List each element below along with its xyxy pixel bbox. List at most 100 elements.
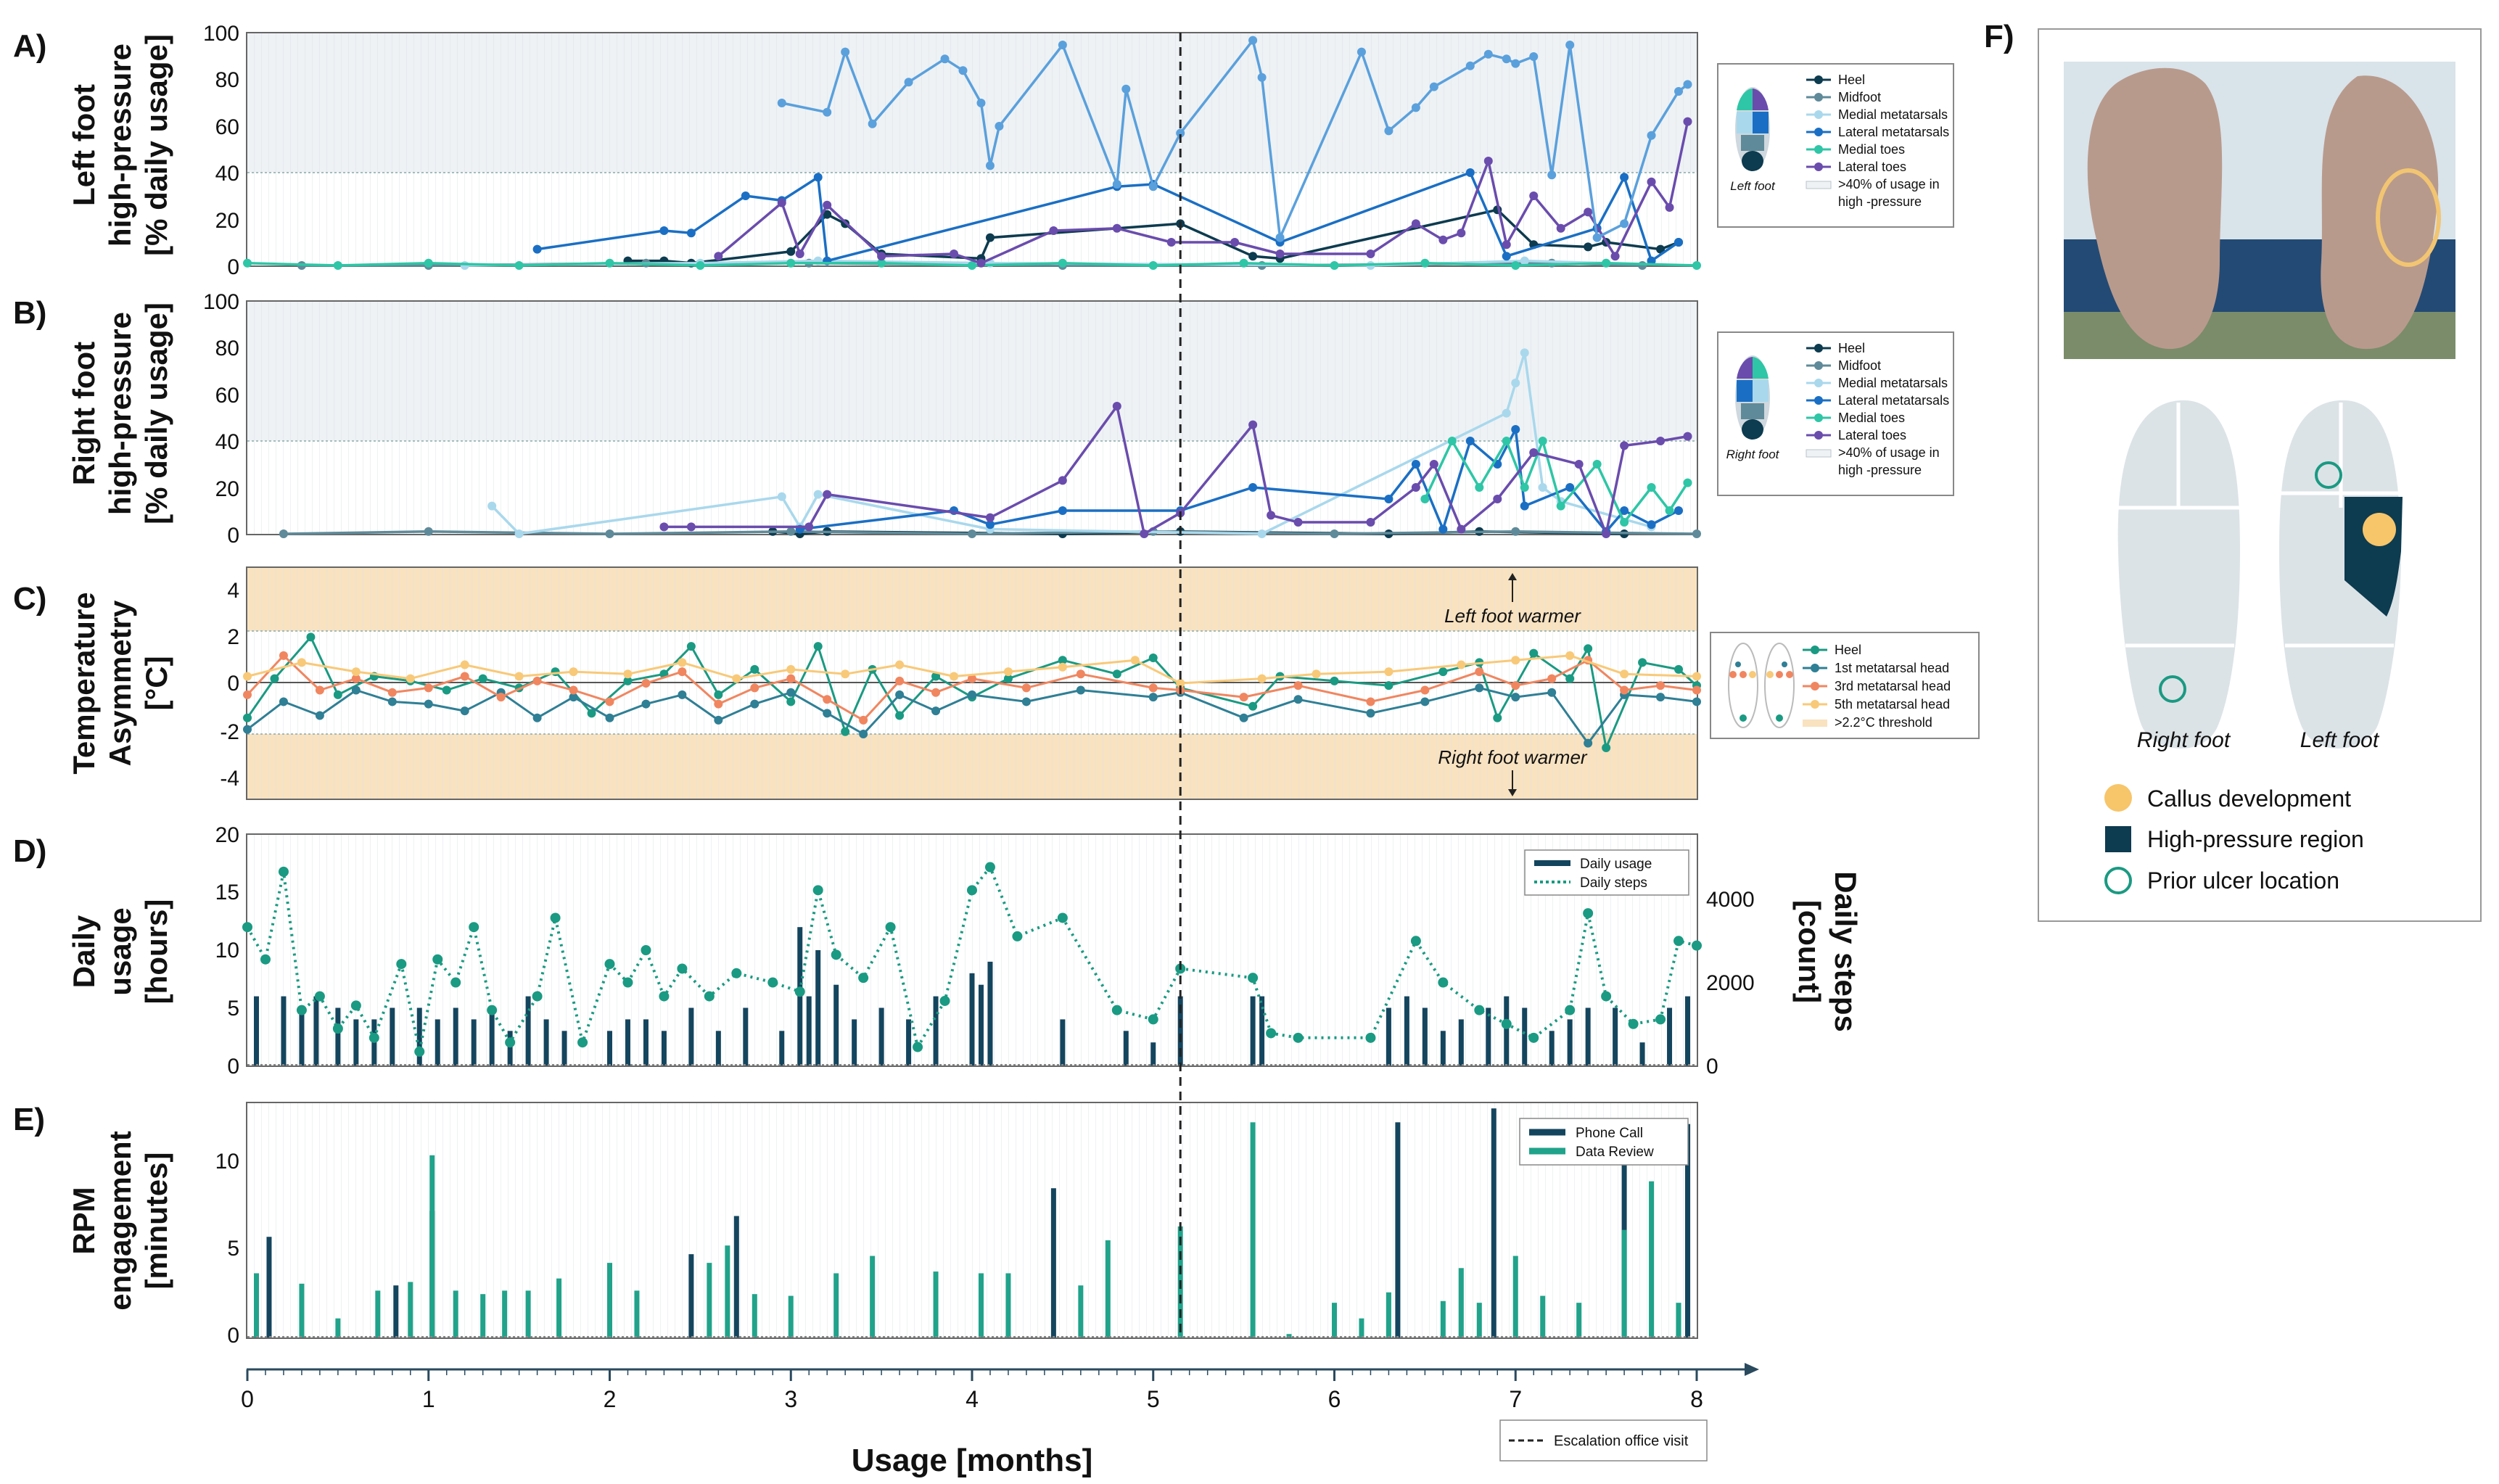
heel-region-icon — [1742, 151, 1763, 171]
panel-c-point-heel — [442, 685, 451, 695]
panel-c-point-1st-metatarsal-head — [460, 706, 469, 716]
sensor-dot-icon — [1729, 671, 1737, 678]
legend-marker-swatch — [1814, 379, 1823, 387]
panel-a-point-all-regions-light-blue- — [1112, 180, 1121, 189]
data-review-bar — [1476, 1303, 1482, 1337]
panel-c-legend-rows: Heel 1st metatarsal head 3rd metatarsal he… — [1803, 643, 1951, 730]
usage-bar — [1060, 1019, 1066, 1065]
panel-a-point-all-regions-light-blue- — [841, 47, 850, 57]
panel-c-point-3rd-metatarsal-head — [1366, 697, 1375, 706]
panel-b-point-lateral-metatarsals — [985, 520, 995, 529]
legend-marker-swatch — [1814, 361, 1823, 370]
legend-marker-swatch — [1814, 93, 1823, 102]
panel-b-point-lateral-metatarsals — [1520, 501, 1529, 511]
panel-a-point-lateral-toes — [1457, 228, 1466, 238]
data-review-bar — [502, 1290, 508, 1337]
legend-marker-swatch — [1814, 413, 1823, 422]
panel-b-point-lateral-metatarsals — [1465, 437, 1475, 445]
phone-call-bar — [1050, 1188, 1056, 1337]
panel-c-point-5th-metatarsal-head — [1130, 656, 1140, 665]
panel-b-point-medial-metatarsals — [1257, 529, 1267, 538]
usage-bar — [1685, 996, 1691, 1065]
escalation-legend-label: Escalation office visit — [1554, 1433, 1689, 1449]
data-review-legend-label: Data Review — [1576, 1145, 1654, 1160]
usage-bar — [1639, 1042, 1645, 1065]
legend-label: 3rd metatarsal head — [1835, 679, 1951, 693]
usage-bar — [661, 1031, 667, 1065]
panel-a-point-all-regions-light-blue- — [1465, 61, 1475, 70]
panel-d-y-ticks: 0 5 10 15 20 — [215, 823, 239, 1079]
panel-b-point-medial-toes — [1502, 437, 1511, 445]
panel-b-point-lateral-toes — [659, 522, 669, 532]
legend-foot-label: Left foot — [1730, 179, 1776, 193]
steps-point — [350, 1000, 361, 1011]
panel-c-point-3rd-metatarsal-head — [1692, 685, 1701, 695]
panel-b-point-lateral-toes — [1457, 524, 1466, 534]
prior-ulcer-marker — [2159, 675, 2186, 703]
panel-c-point-heel — [1330, 676, 1339, 685]
legend-label: Heel — [1838, 73, 1865, 87]
legend-marker-swatch — [1814, 75, 1823, 84]
panel-c-point-3rd-metatarsal-head — [1239, 693, 1248, 702]
legend-marker-swatch — [1811, 664, 1819, 672]
steps-point — [532, 991, 543, 1002]
panel-c-point-5th-metatarsal-head — [1003, 667, 1013, 677]
panel-a-ytick: 80 — [215, 68, 239, 92]
panel-b-point-medial-metatarsals — [1502, 408, 1511, 418]
panel-b-point-midfoot — [1511, 527, 1520, 536]
panel-b-point-lateral-toes — [686, 522, 696, 532]
panel-c-point-1st-metatarsal-head — [1547, 688, 1557, 697]
panel-b-point-lateral-metatarsals — [1438, 524, 1448, 534]
panel-a-point-lateral-toes — [976, 258, 986, 268]
steps-point — [1501, 1018, 1512, 1029]
usage-bar — [969, 973, 975, 1065]
data-review-bar — [375, 1290, 381, 1337]
panel-b-point-medial-toes — [1647, 483, 1656, 492]
panel-c-point-heel — [813, 642, 823, 651]
legend-marker-swatch — [1811, 646, 1819, 654]
usage-bar — [1250, 996, 1256, 1065]
phone-call-bar — [1395, 1122, 1401, 1337]
panel-c-point-5th-metatarsal-head — [1058, 662, 1067, 672]
sensor-dot-icon — [1766, 671, 1774, 678]
usage-bar — [1123, 1031, 1129, 1065]
panel-a-point-lateral-toes — [1112, 223, 1121, 233]
panel-a-legend-rows: Heel Midfoot Medial metatarsals Lateral met… — [1806, 73, 1949, 209]
panel-b-point-medial-metatarsals — [487, 501, 497, 511]
steps-point — [939, 995, 950, 1006]
panel-b-point-lateral-metatarsals — [1620, 506, 1629, 515]
panel-c-point-1st-metatarsal-head — [1584, 738, 1593, 748]
panel-d-series — [242, 862, 1702, 1065]
panel-c-point-1st-metatarsal-head — [859, 729, 868, 738]
panel-c-letter: C) — [13, 581, 46, 617]
panel-a-point-lateral-toes — [795, 250, 804, 258]
panel-b-point-lateral-toes — [1429, 460, 1438, 469]
panel-c-point-heel — [270, 674, 279, 683]
panel-e-ylabel-2: engagement — [103, 1131, 137, 1310]
panel-a-point-all-regions-light-blue- — [1356, 47, 1366, 57]
panel-e-y-ticks: 0 5 10 — [215, 1150, 239, 1348]
data-review-bar — [525, 1290, 531, 1337]
panel-b-point-lateral-metatarsals — [1248, 483, 1258, 492]
panel-a-point-lateral-toes — [1438, 235, 1448, 244]
panel-a-point-all-regions-light-blue- — [995, 122, 1004, 131]
panel-c-ylabel-3: [°C] — [139, 656, 173, 710]
panel-a-point-lateral-metatarsals — [1502, 252, 1511, 261]
usage-bar — [489, 1007, 495, 1065]
panel-c-point-heel — [1148, 654, 1158, 663]
panel-c-point-5th-metatarsal-head — [841, 669, 850, 679]
panel-a-point-all-regions-light-blue- — [1248, 36, 1258, 45]
panel-c-point-3rd-metatarsal-head — [532, 676, 542, 685]
panel-c-point-1st-metatarsal-head — [1148, 693, 1158, 702]
panel-c-point-heel — [587, 709, 596, 718]
panel-d-letter: D) — [13, 833, 46, 869]
x-axis-label: Usage [months] — [852, 1443, 1092, 1478]
panel-e-letter: E) — [13, 1102, 45, 1137]
steps-point — [677, 963, 688, 974]
panel-c-temperature-asymmetry: C) Temperature Asymmetry [°C] -4 -2 0 2 … — [13, 566, 1980, 800]
panel-c-point-heel — [1565, 674, 1575, 683]
right-foot-legend-icon: Right foot — [1726, 355, 1780, 461]
steps-point — [260, 954, 271, 965]
panel-c-point-1st-metatarsal-head — [823, 709, 832, 718]
